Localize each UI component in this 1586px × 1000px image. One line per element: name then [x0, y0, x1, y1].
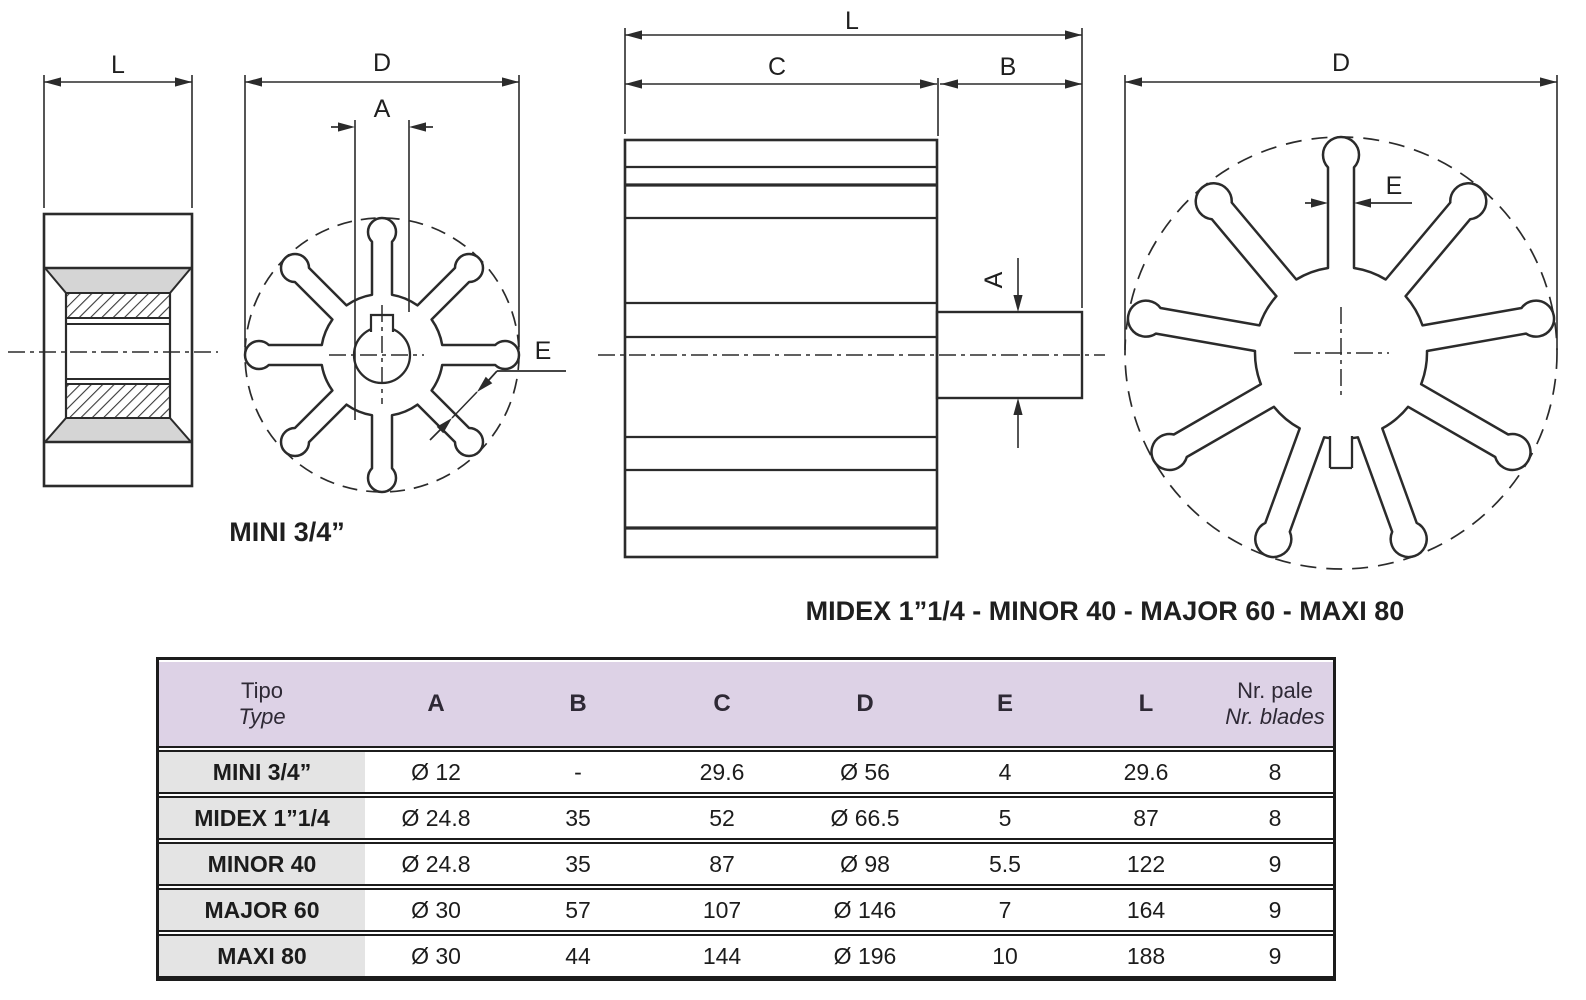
row-type: MAJOR 60	[159, 888, 365, 932]
cell-L: 122	[1075, 842, 1217, 886]
large-front-dim-D: D	[1332, 49, 1350, 77]
drawing-geometry	[8, 28, 1558, 570]
mini-side-dim-L: L	[111, 51, 125, 79]
cell-A: Ø 24.8	[365, 842, 507, 886]
header-dim-L: L	[1075, 662, 1217, 748]
cell-B: -	[507, 750, 649, 794]
mini-front-dim-D: D	[373, 49, 391, 77]
cell-blades: 8	[1217, 796, 1333, 840]
cell-E: 4	[935, 750, 1075, 794]
header-dim-C: C	[649, 662, 795, 748]
dimensions-table: Tipo Type A B C D E L Nr. pale Nr. blade…	[156, 657, 1336, 981]
technical-drawing: L D A E MINI 3/4” L C B A D E MIDEX 1”1/…	[8, 7, 1558, 626]
table-row: MINOR 40 Ø 24.8 35 87 Ø 98 5.5 122 9	[159, 842, 1333, 886]
cell-B: 35	[507, 842, 649, 886]
cell-C: 144	[649, 934, 795, 978]
header-dim-E: E	[935, 662, 1075, 748]
cell-D: Ø 146	[795, 888, 935, 932]
cell-L: 87	[1075, 796, 1217, 840]
cell-L: 164	[1075, 888, 1217, 932]
table-header-row: Tipo Type A B C D E L Nr. pale Nr. blade…	[159, 662, 1333, 748]
header-dim-B: B	[507, 662, 649, 748]
cell-D: Ø 56	[795, 750, 935, 794]
large-side-dim-C: C	[768, 53, 786, 81]
mini-front-dim-E: E	[535, 337, 552, 365]
header-type-en: Type	[238, 704, 286, 729]
cell-A: Ø 24.8	[365, 796, 507, 840]
cell-D: Ø 98	[795, 842, 935, 886]
header-type-it: Tipo	[241, 678, 283, 704]
cell-L: 188	[1075, 934, 1217, 978]
large-side-dim-B: B	[1000, 53, 1017, 81]
cell-B: 57	[507, 888, 649, 932]
cell-blades: 9	[1217, 888, 1333, 932]
table-row: MINI 3/4” Ø 12 - 29.6 Ø 56 4 29.6 8	[159, 750, 1333, 794]
large-front-dim-E: E	[1386, 172, 1403, 200]
row-type: MINOR 40	[159, 842, 365, 886]
cell-blades: 9	[1217, 842, 1333, 886]
row-type: MINI 3/4”	[159, 750, 365, 794]
cell-E: 5	[935, 796, 1075, 840]
cell-C: 107	[649, 888, 795, 932]
table-row: MAXI 80 Ø 30 44 144 Ø 196 10 188 9	[159, 934, 1333, 978]
mini-caption: MINI 3/4”	[229, 517, 345, 547]
header-blades-en: Nr. blades	[1225, 704, 1325, 729]
cell-D: Ø 66.5	[795, 796, 935, 840]
cell-D: Ø 196	[795, 934, 935, 978]
cell-A: Ø 30	[365, 888, 507, 932]
cell-B: 35	[507, 796, 649, 840]
row-type: MIDEX 1”1/4	[159, 796, 365, 840]
cell-L: 29.6	[1075, 750, 1217, 794]
header-dim-D: D	[795, 662, 935, 748]
cell-blades: 9	[1217, 934, 1333, 978]
header-type: Tipo Type	[159, 662, 365, 748]
cell-E: 5.5	[935, 842, 1075, 886]
cell-A: Ø 30	[365, 934, 507, 978]
cell-A: Ø 12	[365, 750, 507, 794]
large-side-dim-A: A	[980, 271, 1008, 288]
large-caption: MIDEX 1”1/4 - MINOR 40 - MAJOR 60 - MAXI…	[806, 596, 1405, 626]
row-type: MAXI 80	[159, 934, 365, 978]
mini-front-dim-A: A	[374, 95, 391, 123]
cell-E: 10	[935, 934, 1075, 978]
cell-E: 7	[935, 888, 1075, 932]
header-dim-A: A	[365, 662, 507, 748]
cell-blades: 8	[1217, 750, 1333, 794]
header-blades-it: Nr. pale	[1237, 678, 1313, 704]
large-side-dim-L: L	[845, 7, 859, 35]
cell-C: 87	[649, 842, 795, 886]
table-row: MIDEX 1”1/4 Ø 24.8 35 52 Ø 66.5 5 87 8	[159, 796, 1333, 840]
cell-C: 29.6	[649, 750, 795, 794]
header-blades: Nr. pale Nr. blades	[1217, 662, 1333, 748]
table-row: MAJOR 60 Ø 30 57 107 Ø 146 7 164 9	[159, 888, 1333, 932]
cell-B: 44	[507, 934, 649, 978]
cell-C: 52	[649, 796, 795, 840]
